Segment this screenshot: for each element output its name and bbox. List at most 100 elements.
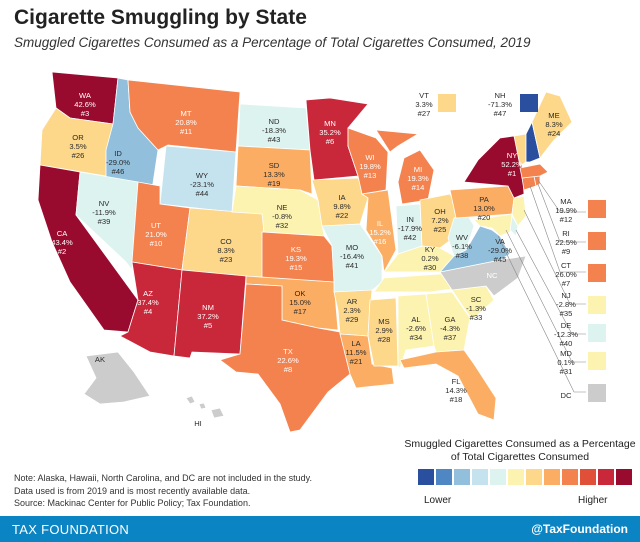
state-label-rank: #14	[412, 183, 425, 192]
state-label-abbr: AL	[411, 315, 420, 324]
state-label-abbr: NE	[277, 203, 288, 212]
state-label-value: -2.6%	[406, 324, 426, 333]
state-md[interactable]	[473, 213, 513, 237]
legend-swatch	[472, 469, 488, 485]
state-ms[interactable]	[367, 297, 399, 367]
state-label-value: 13.0%	[473, 204, 495, 213]
state-label-rank: #2	[58, 247, 66, 256]
callout-swatch-ri	[588, 232, 606, 250]
legend-low-label: Lower	[424, 495, 452, 506]
state-label-abbr: KY	[425, 245, 435, 254]
state-ma[interactable]	[519, 163, 549, 179]
state-label-abbr: OK	[295, 289, 306, 298]
legend-swatch	[598, 469, 614, 485]
state-nh[interactable]	[525, 120, 541, 163]
state-label-abbr: NC	[487, 271, 498, 280]
state-label-abbr: AR	[347, 297, 358, 306]
notes-block: Note: Alaska, Hawaii, North Carolina, an…	[14, 472, 394, 510]
state-label-value: 42.6%	[74, 100, 96, 109]
state-label-abbr: KS	[291, 245, 301, 254]
state-label-rank: #42	[404, 233, 417, 242]
state-nj[interactable]	[511, 195, 527, 227]
note-line: Data used is from 2019 and is most recen…	[14, 485, 251, 496]
state-label-abbr: RI	[562, 229, 570, 238]
state-label-abbr: OR	[72, 133, 84, 142]
state-fl[interactable]	[399, 349, 497, 421]
state-label-rank: #22	[336, 211, 349, 220]
legend-high-label: Higher	[578, 495, 608, 506]
state-label-rank: #5	[204, 321, 212, 330]
state-il[interactable]	[360, 189, 397, 274]
footer-brand: TAX FOUNDATION	[12, 522, 130, 537]
legend-swatch	[526, 469, 542, 485]
state-sd[interactable]	[235, 145, 313, 195]
state-nv[interactable]	[75, 171, 139, 272]
note-line: Note: Alaska, Hawaii, North Carolina, an…	[14, 473, 312, 483]
state-label-rank: #20	[478, 213, 491, 222]
state-label-rank: #17	[294, 307, 307, 316]
state-label-value: 2.3%	[343, 306, 361, 315]
state-label-value: 22.5%	[555, 238, 577, 247]
legend-swatch	[544, 469, 560, 485]
state-label-value: 19.9%	[555, 206, 577, 215]
state-label-value: 43.4%	[51, 238, 73, 247]
state-label-abbr: OH	[434, 207, 445, 216]
state-label-value: 14.3%	[445, 386, 467, 395]
state-label-abbr: WY	[196, 171, 208, 180]
state-label-value: 52.2%	[501, 160, 523, 169]
state-label-rank: #7	[562, 279, 570, 288]
state-label-value: 19.3%	[407, 174, 429, 183]
state-label-rank: #3	[81, 109, 89, 118]
state-label-abbr: DC	[561, 391, 572, 400]
state-hi[interactable]	[185, 395, 225, 419]
state-label-value: 37.2%	[197, 312, 219, 321]
state-label-abbr: WA	[79, 91, 92, 100]
state-label-value: 37.4%	[137, 298, 159, 307]
state-label-rank: #47	[494, 109, 507, 118]
state-label-abbr: NH	[495, 91, 506, 100]
state-mt[interactable]	[127, 79, 241, 153]
state-label-value: 7.2%	[431, 216, 449, 225]
state-label-rank: #25	[434, 225, 447, 234]
state-label-rank: #30	[424, 263, 437, 272]
state-label-abbr: IA	[338, 193, 346, 202]
state-label-rank: #19	[268, 179, 281, 188]
state-label-abbr: MT	[181, 109, 192, 118]
state-label-abbr: CA	[57, 229, 68, 238]
legend-swatch	[508, 469, 524, 485]
state-label-rank: #11	[180, 127, 192, 136]
legend-swatch	[454, 469, 470, 485]
state-nc[interactable]	[439, 255, 527, 297]
state-label-value: 11.5%	[346, 348, 367, 357]
state-label-abbr: IN	[406, 215, 414, 224]
state-label-value: 15.0%	[289, 298, 311, 307]
state-label-rank: #13	[364, 171, 377, 180]
state-label-rank: #10	[150, 239, 163, 248]
state-label-rank: #1	[508, 169, 516, 178]
state-label-rank: #46	[112, 167, 125, 176]
state-label-rank: #26	[72, 151, 85, 160]
state-label-abbr: NM	[202, 303, 214, 312]
state-tx[interactable]	[219, 283, 351, 433]
state-ak[interactable]	[83, 351, 151, 405]
state-me[interactable]	[531, 91, 573, 159]
state-label-rank: #33	[470, 313, 483, 322]
footer-handle[interactable]: @TaxFoundation	[531, 522, 628, 536]
state-label-abbr: MI	[414, 165, 422, 174]
state-label-rank: #16	[374, 237, 387, 246]
state-label-value: -6.1%	[452, 242, 472, 251]
legend-swatch	[616, 469, 632, 485]
state-label-abbr: VT	[419, 91, 429, 100]
state-label-value: -17.9%	[398, 224, 422, 233]
state-label-abbr: NJ	[561, 291, 570, 300]
state-label-rank: #9	[562, 247, 570, 256]
callout-swatch-nj	[588, 296, 606, 314]
callout-swatch-vt	[438, 94, 456, 112]
state-label-value: -11.9%	[92, 208, 116, 217]
state-label-abbr: SD	[269, 161, 280, 170]
state-label-value: 8.3%	[545, 120, 563, 129]
state-label-value: 13.3%	[263, 170, 285, 179]
state-label-value: -71.3%	[488, 100, 512, 109]
legend-swatch	[580, 469, 596, 485]
state-label-rank: #4	[144, 307, 152, 316]
